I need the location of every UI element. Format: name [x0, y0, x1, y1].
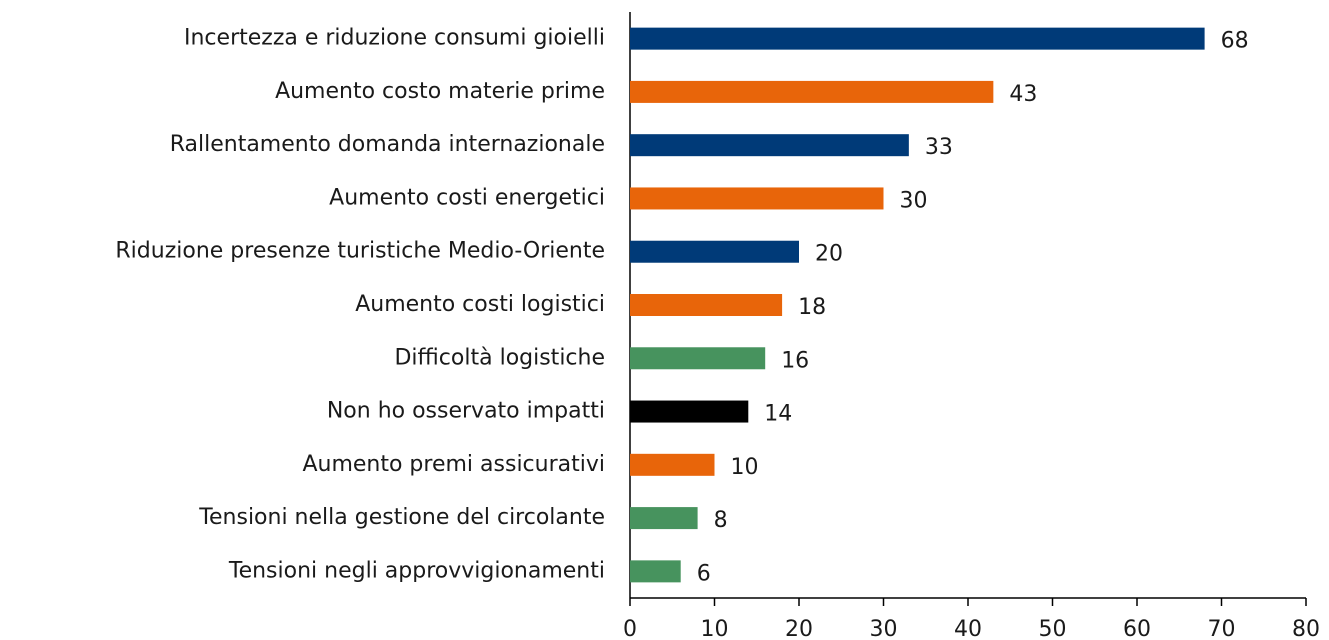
data-label: 6 [697, 561, 711, 586]
data-label: 8 [714, 508, 728, 533]
x-tick-label: 10 [701, 617, 729, 640]
data-label: 30 [900, 188, 928, 213]
bar [630, 240, 799, 263]
bar [630, 560, 681, 583]
bar [630, 27, 1205, 50]
x-tick-label: 40 [954, 617, 982, 640]
y-tick-label: Aumento costo materie prime [275, 79, 605, 104]
data-label: 43 [1009, 82, 1037, 107]
data-label: 16 [781, 348, 809, 373]
x-tick-label: 0 [623, 617, 637, 640]
x-tick-label: 50 [1039, 617, 1067, 640]
y-tick-label: Aumento costi logistici [355, 292, 605, 317]
y-tick-label: Aumento premi assicurativi [302, 452, 605, 477]
bar [630, 294, 783, 316]
bar [630, 453, 715, 476]
x-tick-label: 80 [1292, 617, 1320, 640]
y-tick-label: Tensioni negli approvvigionamenti [228, 558, 605, 583]
data-label: 18 [798, 295, 826, 320]
bar [630, 400, 749, 423]
bar [630, 347, 766, 370]
y-tick-label: Difficoltà logistiche [394, 345, 605, 370]
y-tick-label: Riduzione presenze turistiche Medio-Orie… [115, 239, 605, 264]
y-tick-label: Incertezza e riduzione consumi gioielli [184, 26, 605, 51]
data-label: 10 [731, 455, 759, 480]
y-tick-label: Non ho osservato impatti [327, 399, 605, 424]
y-tick-label: Aumento costi energetici [329, 185, 605, 210]
y-tick-label: Tensioni nella gestione del circolante [198, 505, 605, 530]
data-label: 14 [764, 402, 792, 427]
x-tick-label: 20 [785, 617, 813, 640]
bar [630, 80, 994, 103]
bar [630, 134, 909, 157]
data-label: 33 [925, 135, 953, 160]
x-tick-label: 30 [870, 617, 898, 640]
data-label: 68 [1221, 29, 1249, 54]
data-label: 20 [815, 242, 843, 267]
bar [630, 507, 698, 530]
bar [630, 187, 884, 210]
x-tick-label: 60 [1123, 617, 1151, 640]
x-tick-label: 70 [1208, 617, 1236, 640]
y-tick-label: Rallentamento domanda internazionale [170, 132, 605, 157]
